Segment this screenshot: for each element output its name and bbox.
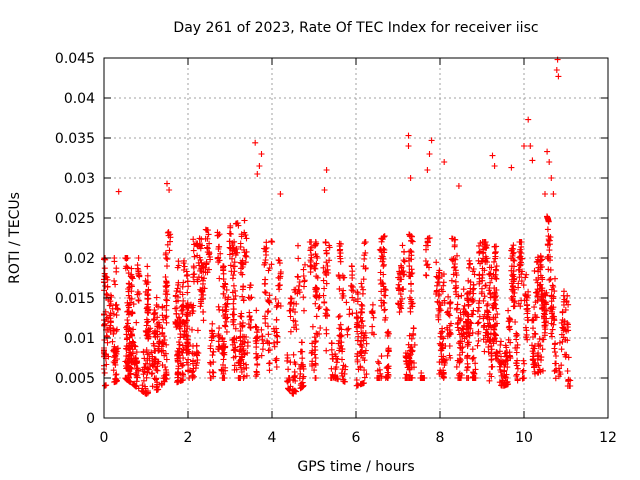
y-tick-label: 0.045	[55, 51, 95, 67]
y-tick-label: 0.04	[64, 91, 95, 107]
y-tick-label: 0.035	[55, 131, 95, 147]
chart-title: Day 261 of 2023, Rate Of TEC Index for r…	[173, 20, 538, 36]
x-tick-label: 4	[268, 430, 277, 446]
x-axis-label: GPS time / hours	[297, 459, 414, 475]
y-tick-label: 0.015	[55, 291, 95, 307]
axis-ticks	[103, 57, 609, 419]
y-tick-label: 0	[86, 411, 95, 427]
x-tick-label: 8	[436, 430, 445, 446]
data-points	[101, 56, 574, 397]
roti-points	[101, 56, 574, 397]
y-tick-label: 0.02	[64, 251, 95, 267]
y-tick-label: 0.025	[55, 211, 95, 227]
x-tick-label: 2	[184, 430, 193, 446]
x-tick-labels: 0 2 4 6 8 10 12	[100, 430, 617, 446]
y-tick-label: 0.005	[55, 371, 95, 387]
x-tick-label: 6	[352, 430, 361, 446]
x-tick-label: 10	[515, 430, 533, 446]
y-axis-label: ROTI / TECUs	[7, 192, 23, 284]
grid-layer	[104, 58, 608, 418]
x-tick-label: 12	[599, 430, 617, 446]
y-tick-label: 0.03	[64, 171, 95, 187]
y-tick-labels: 0 0.005 0.01 0.015 0.02 0.025 0.03 0.035 0.04 0.0…	[55, 51, 95, 427]
x-tick-label: 0	[100, 430, 109, 446]
y-tick-label: 0.01	[64, 331, 95, 347]
